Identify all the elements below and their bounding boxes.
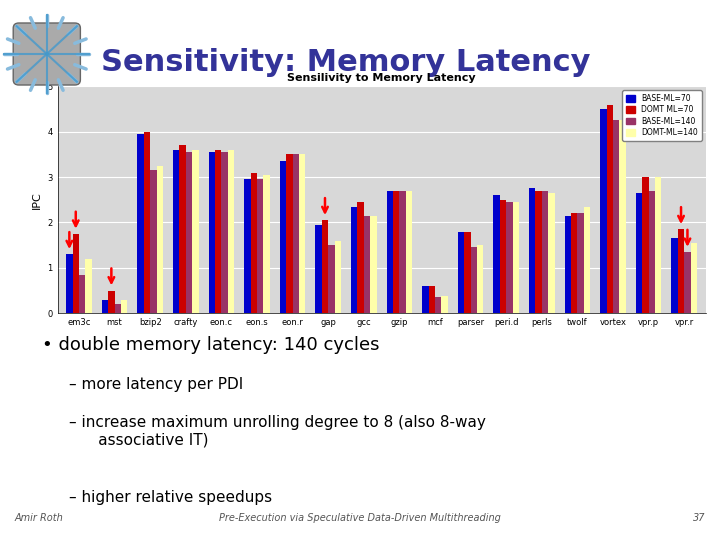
Bar <box>215 150 221 313</box>
Bar <box>513 202 519 313</box>
Bar <box>251 173 257 313</box>
Text: 37: 37 <box>693 514 706 523</box>
Bar <box>150 170 156 313</box>
Bar <box>351 207 357 313</box>
Bar <box>619 120 626 313</box>
Text: • double memory latency: 140 cycles: • double memory latency: 140 cycles <box>42 336 379 354</box>
Bar <box>642 177 649 313</box>
Bar <box>464 232 471 313</box>
Text: Sensitivity: Memory Latency: Sensitivity: Memory Latency <box>101 48 590 77</box>
Bar <box>66 254 73 313</box>
Bar <box>108 291 114 313</box>
Bar <box>458 232 464 313</box>
Bar <box>636 193 642 313</box>
Bar <box>690 243 697 313</box>
Bar <box>264 175 270 313</box>
Bar <box>542 191 548 313</box>
Text: Pre-Execution via Speculative Data-Driven Multithreading: Pre-Execution via Speculative Data-Drive… <box>219 514 501 523</box>
Bar <box>322 220 328 313</box>
Bar <box>114 304 121 313</box>
Bar <box>584 207 590 313</box>
Bar <box>179 145 186 313</box>
Bar <box>364 215 370 313</box>
Bar <box>186 152 192 313</box>
Bar <box>102 300 108 313</box>
Legend: BASE-ML=70, DOMT ML=70, BASE-ML=140, DOMT-ML=140: BASE-ML=70, DOMT ML=70, BASE-ML=140, DOM… <box>622 90 702 141</box>
Bar <box>286 154 292 313</box>
Bar <box>292 154 299 313</box>
Bar <box>228 150 234 313</box>
Bar <box>672 238 678 313</box>
Bar <box>422 286 428 313</box>
Bar <box>600 109 607 313</box>
Bar <box>500 200 506 313</box>
Text: – increase maximum unrolling degree to 8 (also 8-way
      associative IT): – increase maximum unrolling degree to 8… <box>68 415 485 447</box>
Bar <box>86 259 91 313</box>
Bar <box>406 191 413 313</box>
Bar <box>257 179 264 313</box>
Bar <box>506 202 513 313</box>
Bar <box>613 120 619 313</box>
Bar <box>244 179 251 313</box>
Bar <box>209 152 215 313</box>
Bar <box>441 296 448 313</box>
Bar <box>477 245 483 313</box>
Bar <box>536 191 542 313</box>
Bar <box>328 245 335 313</box>
Bar <box>649 191 655 313</box>
Bar <box>192 150 199 313</box>
Bar <box>144 132 150 313</box>
Bar <box>221 152 228 313</box>
Bar <box>121 300 127 313</box>
Bar <box>684 252 690 313</box>
Bar <box>493 195 500 313</box>
Text: Amir Roth: Amir Roth <box>14 514 63 523</box>
Bar <box>73 234 79 313</box>
Text: – higher relative speedups: – higher relative speedups <box>68 490 271 505</box>
Bar <box>79 275 86 313</box>
Bar <box>564 215 571 313</box>
Bar <box>428 286 435 313</box>
Bar <box>156 166 163 313</box>
Bar <box>471 247 477 313</box>
Bar <box>577 213 584 313</box>
Bar <box>393 191 400 313</box>
Bar <box>370 215 377 313</box>
Bar <box>387 191 393 313</box>
Title: Sensilivity to Memory Latency: Sensilivity to Memory Latency <box>287 73 476 83</box>
Bar <box>400 191 406 313</box>
Bar <box>335 241 341 313</box>
Bar <box>548 193 554 313</box>
Bar <box>138 134 144 313</box>
FancyBboxPatch shape <box>13 23 81 85</box>
Bar <box>280 161 286 313</box>
Bar <box>357 202 364 313</box>
Bar <box>571 213 577 313</box>
Bar <box>173 150 179 313</box>
Text: – more latency per PDI: – more latency per PDI <box>68 377 243 392</box>
Y-axis label: IPC: IPC <box>32 191 42 208</box>
Bar <box>655 177 662 313</box>
Bar <box>435 298 441 313</box>
Bar <box>299 154 305 313</box>
Bar <box>607 105 613 313</box>
Bar <box>315 225 322 313</box>
Bar <box>529 188 536 313</box>
Bar <box>678 230 684 313</box>
